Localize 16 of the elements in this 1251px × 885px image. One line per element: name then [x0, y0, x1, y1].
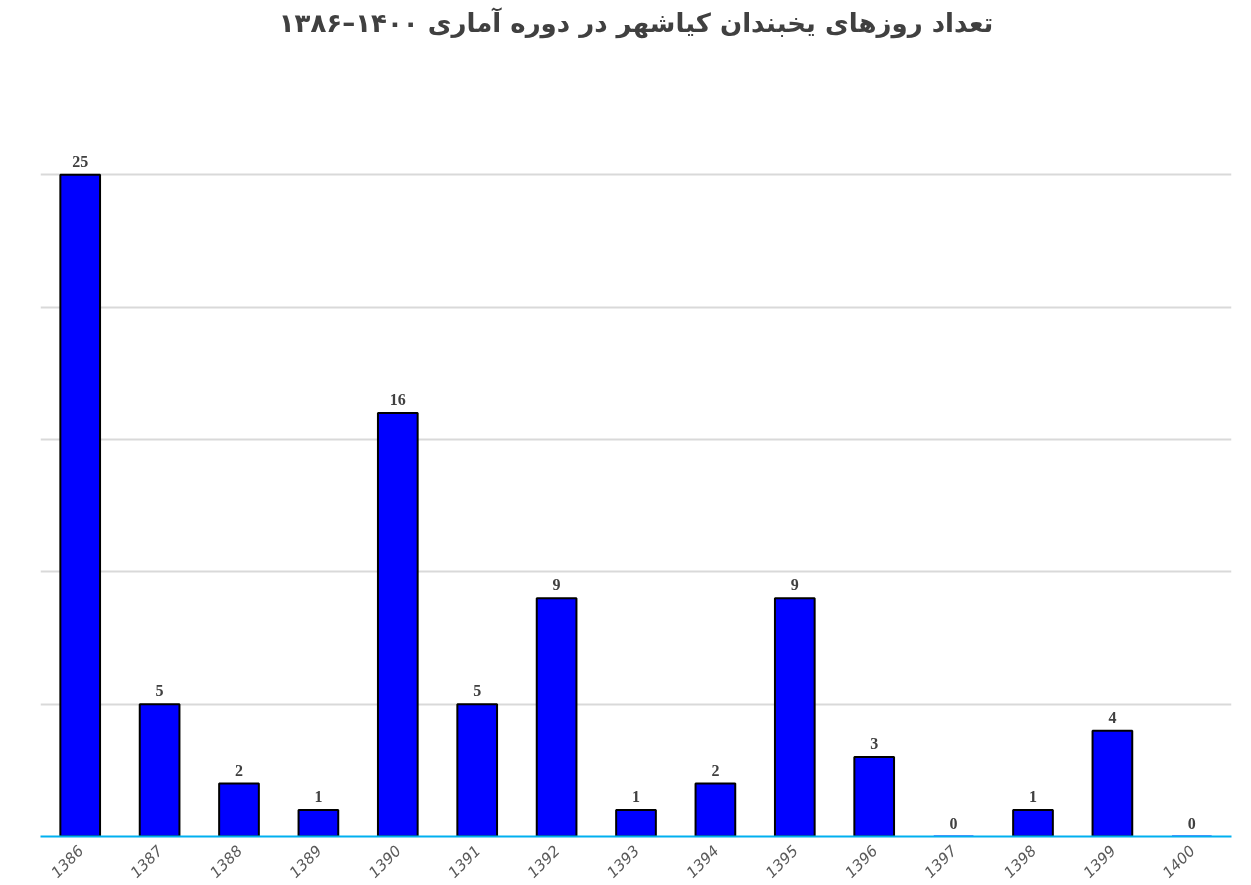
data-label: 0 [949, 814, 958, 832]
data-label: 2 [235, 761, 243, 779]
data-label: 5 [155, 682, 164, 700]
data-label: 9 [790, 576, 799, 594]
data-label: 1 [1029, 788, 1037, 806]
data-label: 25 [72, 152, 89, 170]
data-label: 4 [1108, 708, 1117, 726]
data-label: 1 [314, 788, 323, 806]
data-label: 3 [870, 735, 879, 753]
data-label: 16 [389, 391, 406, 409]
data-label: 9 [552, 576, 561, 594]
data-label: 0 [1187, 814, 1196, 832]
data-label: 5 [473, 682, 482, 700]
data-label: 1 [632, 788, 640, 806]
chart-title: تعداد روزهای یخبندان کیاشهر در دوره آماری ۱۴۰۰–۱۳۸۶ [278, 6, 994, 39]
data-label: 2 [711, 761, 720, 779]
